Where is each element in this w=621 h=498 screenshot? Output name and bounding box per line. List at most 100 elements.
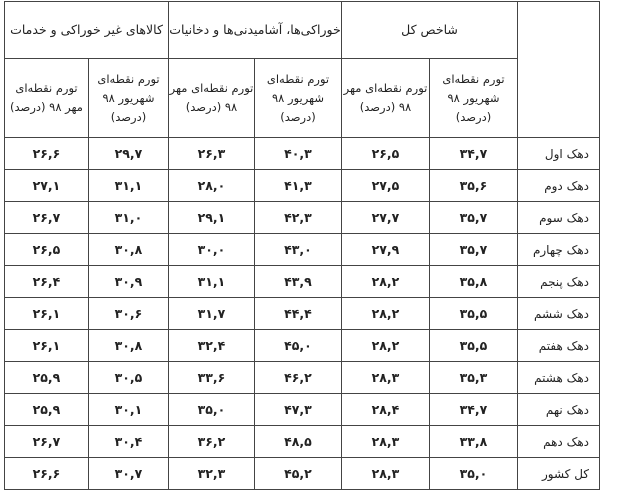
value-cell: ۳۴,۷ [429, 137, 518, 170]
value-cell: ۳۵,۵ [429, 297, 518, 330]
row-label: دهک دهم [517, 425, 600, 458]
subheader-cell: تورم نقطه‌ای مهر ۹۸ (درصد) [168, 58, 255, 138]
value-cell: ۲۶,۱ [4, 297, 89, 330]
value-cell: ۴۳,۰ [254, 233, 342, 266]
value-cell: ۲۵,۹ [4, 393, 89, 426]
value-cell: ۳۱,۱ [168, 265, 255, 298]
value-cell: ۲۸,۰ [168, 169, 255, 202]
table-row: دهک نهم ۳۴,۷ ۲۸,۴ ۴۷,۳ ۳۵,۰ ۳۰,۱ ۲۵,۹ [4, 393, 600, 426]
value-cell: ۲۶,۵ [4, 233, 89, 266]
row-label: دهک هشتم [517, 361, 600, 394]
subheader-cell: تورم نقطه‌ای مهر ۹۸ (درصد) [4, 58, 89, 138]
value-cell: ۴۱,۳ [254, 169, 342, 202]
value-cell: ۳۰,۸ [88, 329, 169, 362]
value-cell: ۳۱,۷ [168, 297, 255, 330]
value-cell: ۲۷,۷ [341, 201, 430, 234]
value-cell: ۳۰,۹ [88, 265, 169, 298]
value-cell: ۳۵,۳ [429, 361, 518, 394]
row-label: دهک هفتم [517, 329, 600, 362]
value-cell: ۲۷,۱ [4, 169, 89, 202]
subheader-cell: تورم نقطه‌ای شهریور ۹۸ (درصد) [429, 58, 518, 138]
value-cell: ۴۵,۰ [254, 329, 342, 362]
value-cell: ۳۰,۰ [168, 233, 255, 266]
value-cell: ۲۸,۳ [341, 361, 430, 394]
value-cell: ۲۵,۹ [4, 361, 89, 394]
table-row: کل کشور ۳۵,۰ ۲۸,۳ ۴۵,۲ ۳۲,۳ ۳۰,۷ ۲۶,۶ [4, 457, 600, 490]
value-cell: ۲۶,۶ [4, 457, 89, 490]
value-cell: ۳۵,۵ [429, 329, 518, 362]
value-cell: ۲۸,۲ [341, 297, 430, 330]
value-cell: ۳۱,۰ [88, 201, 169, 234]
header-group-total: شاخص کل [341, 1, 518, 59]
value-cell: ۲۶,۶ [4, 137, 89, 170]
value-cell: ۲۸,۲ [341, 329, 430, 362]
header-group-row: شاخص کل خوراکی‌ها، آشامیدنی‌ها و دخانیات… [4, 1, 600, 138]
row-label: دهک اول [517, 137, 600, 170]
value-cell: ۳۲,۴ [168, 329, 255, 362]
value-cell: ۳۲,۳ [168, 457, 255, 490]
value-cell: ۲۸,۲ [341, 265, 430, 298]
inflation-table-container: شاخص کل خوراکی‌ها، آشامیدنی‌ها و دخانیات… [4, 1, 600, 490]
table-row: دهک هفتم ۳۵,۵ ۲۸,۲ ۴۵,۰ ۳۲,۴ ۳۰,۸ ۲۶,۱ [4, 329, 600, 362]
table-row: دهک دوم ۳۵,۶ ۲۷,۵ ۴۱,۳ ۲۸,۰ ۳۱,۱ ۲۷,۱ [4, 169, 600, 202]
subheader-cell: تورم نقطه‌ای مهر ۹۸ (درصد) [341, 58, 430, 138]
value-cell: ۲۹,۱ [168, 201, 255, 234]
value-cell: ۳۳,۸ [429, 425, 518, 458]
table-row: دهک سوم ۳۵,۷ ۲۷,۷ ۴۲,۳ ۲۹,۱ ۳۱,۰ ۲۶,۷ [4, 201, 600, 234]
value-cell: ۲۶,۵ [341, 137, 430, 170]
value-cell: ۴۷,۳ [254, 393, 342, 426]
value-cell: ۳۳,۶ [168, 361, 255, 394]
value-cell: ۳۵,۷ [429, 201, 518, 234]
value-cell: ۲۸,۴ [341, 393, 430, 426]
value-cell: ۳۱,۱ [88, 169, 169, 202]
value-cell: ۲۸,۳ [341, 457, 430, 490]
value-cell: ۳۰,۱ [88, 393, 169, 426]
header-group-food: خوراکی‌ها، آشامیدنی‌ها و دخانیات [168, 1, 342, 59]
value-cell: ۲۶,۴ [4, 265, 89, 298]
value-cell: ۳۰,۴ [88, 425, 169, 458]
value-cell: ۴۸,۵ [254, 425, 342, 458]
row-label: دهک دوم [517, 169, 600, 202]
value-cell: ۲۶,۷ [4, 201, 89, 234]
value-cell: ۳۰,۸ [88, 233, 169, 266]
value-cell: ۳۵,۰ [429, 457, 518, 490]
value-cell: ۳۴,۷ [429, 393, 518, 426]
value-cell: ۴۵,۲ [254, 457, 342, 490]
subheader-cell: تورم نقطه‌ای شهریور ۹۸ (درصد) [88, 58, 169, 138]
value-cell: ۳۰,۶ [88, 297, 169, 330]
table-row: دهک پنجم ۳۵,۸ ۲۸,۲ ۴۳,۹ ۳۱,۱ ۳۰,۹ ۲۶,۴ [4, 265, 600, 298]
value-cell: ۳۰,۵ [88, 361, 169, 394]
value-cell: ۳۵,۰ [168, 393, 255, 426]
value-cell: ۲۶,۱ [4, 329, 89, 362]
value-cell: ۳۶,۲ [168, 425, 255, 458]
row-label: دهک چهارم [517, 233, 600, 266]
value-cell: ۴۴,۴ [254, 297, 342, 330]
value-cell: ۲۶,۷ [4, 425, 89, 458]
value-cell: ۲۶,۳ [168, 137, 255, 170]
inflation-table: شاخص کل خوراکی‌ها، آشامیدنی‌ها و دخانیات… [4, 1, 600, 490]
table-row: دهک دهم ۳۳,۸ ۲۸,۳ ۴۸,۵ ۳۶,۲ ۳۰,۴ ۲۶,۷ [4, 425, 600, 458]
value-cell: ۴۰,۳ [254, 137, 342, 170]
header-group-nonfood: کالاهای غیر خوراکی و خدمات [4, 1, 169, 59]
table-row: دهک هشتم ۳۵,۳ ۲۸,۳ ۴۶,۲ ۳۳,۶ ۳۰,۵ ۲۵,۹ [4, 361, 600, 394]
value-cell: ۲۹,۷ [88, 137, 169, 170]
table-row: دهک ششم ۳۵,۵ ۲۸,۲ ۴۴,۴ ۳۱,۷ ۳۰,۶ ۲۶,۱ [4, 297, 600, 330]
row-label: دهک پنجم [517, 265, 600, 298]
value-cell: ۳۵,۸ [429, 265, 518, 298]
subheader-cell: تورم نقطه‌ای شهریور ۹۸ (درصد) [254, 58, 342, 138]
header-corner-cell [517, 1, 600, 138]
table-row: دهک چهارم ۳۵,۷ ۲۷,۹ ۴۳,۰ ۳۰,۰ ۳۰,۸ ۲۶,۵ [4, 233, 600, 266]
table-row: دهک اول ۳۴,۷ ۲۶,۵ ۴۰,۳ ۲۶,۳ ۲۹,۷ ۲۶,۶ [4, 137, 600, 170]
value-cell: ۲۸,۳ [341, 425, 430, 458]
row-label: کل کشور [517, 457, 600, 490]
value-cell: ۴۶,۲ [254, 361, 342, 394]
value-cell: ۳۵,۶ [429, 169, 518, 202]
value-cell: ۴۳,۹ [254, 265, 342, 298]
row-label: دهک سوم [517, 201, 600, 234]
row-label: دهک نهم [517, 393, 600, 426]
value-cell: ۲۷,۹ [341, 233, 430, 266]
value-cell: ۳۵,۷ [429, 233, 518, 266]
value-cell: ۲۷,۵ [341, 169, 430, 202]
value-cell: ۳۰,۷ [88, 457, 169, 490]
header-sub-row: تورم نقطه‌ای شهریور ۹۸ (درصد) تورم نقطه‌… [4, 58, 600, 138]
